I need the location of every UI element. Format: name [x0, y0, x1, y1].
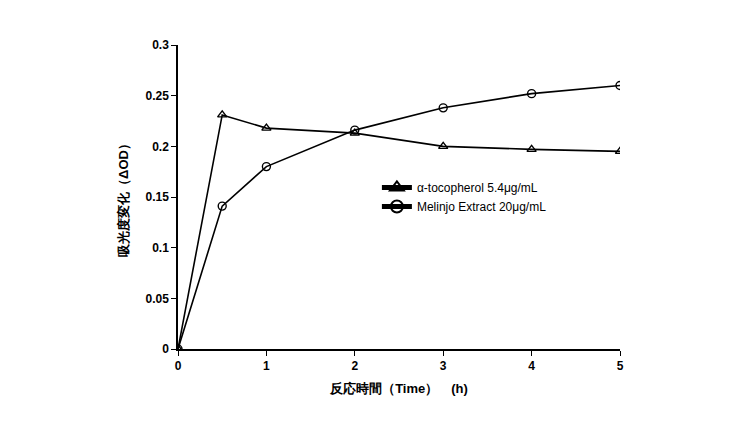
svg-text:2: 2 — [351, 359, 358, 373]
svg-text:α-tocopherol 5.4μg/mL: α-tocopherol 5.4μg/mL — [417, 181, 538, 195]
svg-text:0: 0 — [175, 359, 182, 373]
svg-text:Melinjo Extract 20μg/mL: Melinjo Extract 20μg/mL — [417, 200, 546, 214]
svg-text:0.15: 0.15 — [145, 190, 169, 204]
svg-text:5: 5 — [617, 359, 624, 373]
svg-text:反応時間（Time） (h): 反応時間（Time） (h) — [329, 381, 468, 396]
svg-text:0.1: 0.1 — [152, 241, 169, 255]
svg-text:3: 3 — [440, 359, 447, 373]
svg-text:0.3: 0.3 — [152, 38, 169, 52]
svg-text:4: 4 — [528, 359, 535, 373]
svg-text:吸光度変化（ΔOD）: 吸光度変化（ΔOD） — [116, 137, 131, 257]
svg-text:0.2: 0.2 — [152, 140, 169, 154]
svg-text:0.05: 0.05 — [145, 292, 169, 306]
svg-text:0.25: 0.25 — [145, 89, 169, 103]
svg-text:1: 1 — [263, 359, 270, 373]
svg-text:0: 0 — [162, 342, 169, 356]
